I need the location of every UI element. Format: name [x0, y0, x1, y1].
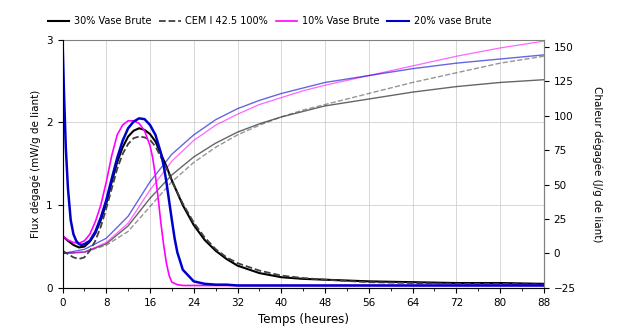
Y-axis label: Flux dégagé (mW/g de liant): Flux dégagé (mW/g de liant)	[30, 90, 41, 238]
Legend: 30% Vase Brute, CEM I 42.5 100%, 10% Vase Brute, 20% vase Brute: 30% Vase Brute, CEM I 42.5 100%, 10% Vas…	[44, 12, 495, 30]
Y-axis label: Chaleur dégagée (J/g de liant): Chaleur dégagée (J/g de liant)	[592, 86, 602, 242]
X-axis label: Temps (heures): Temps (heures)	[258, 313, 349, 326]
